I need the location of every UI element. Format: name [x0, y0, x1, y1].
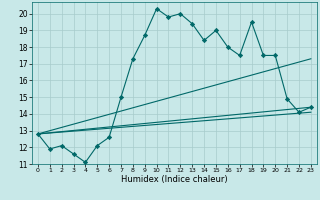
X-axis label: Humidex (Indice chaleur): Humidex (Indice chaleur)	[121, 175, 228, 184]
